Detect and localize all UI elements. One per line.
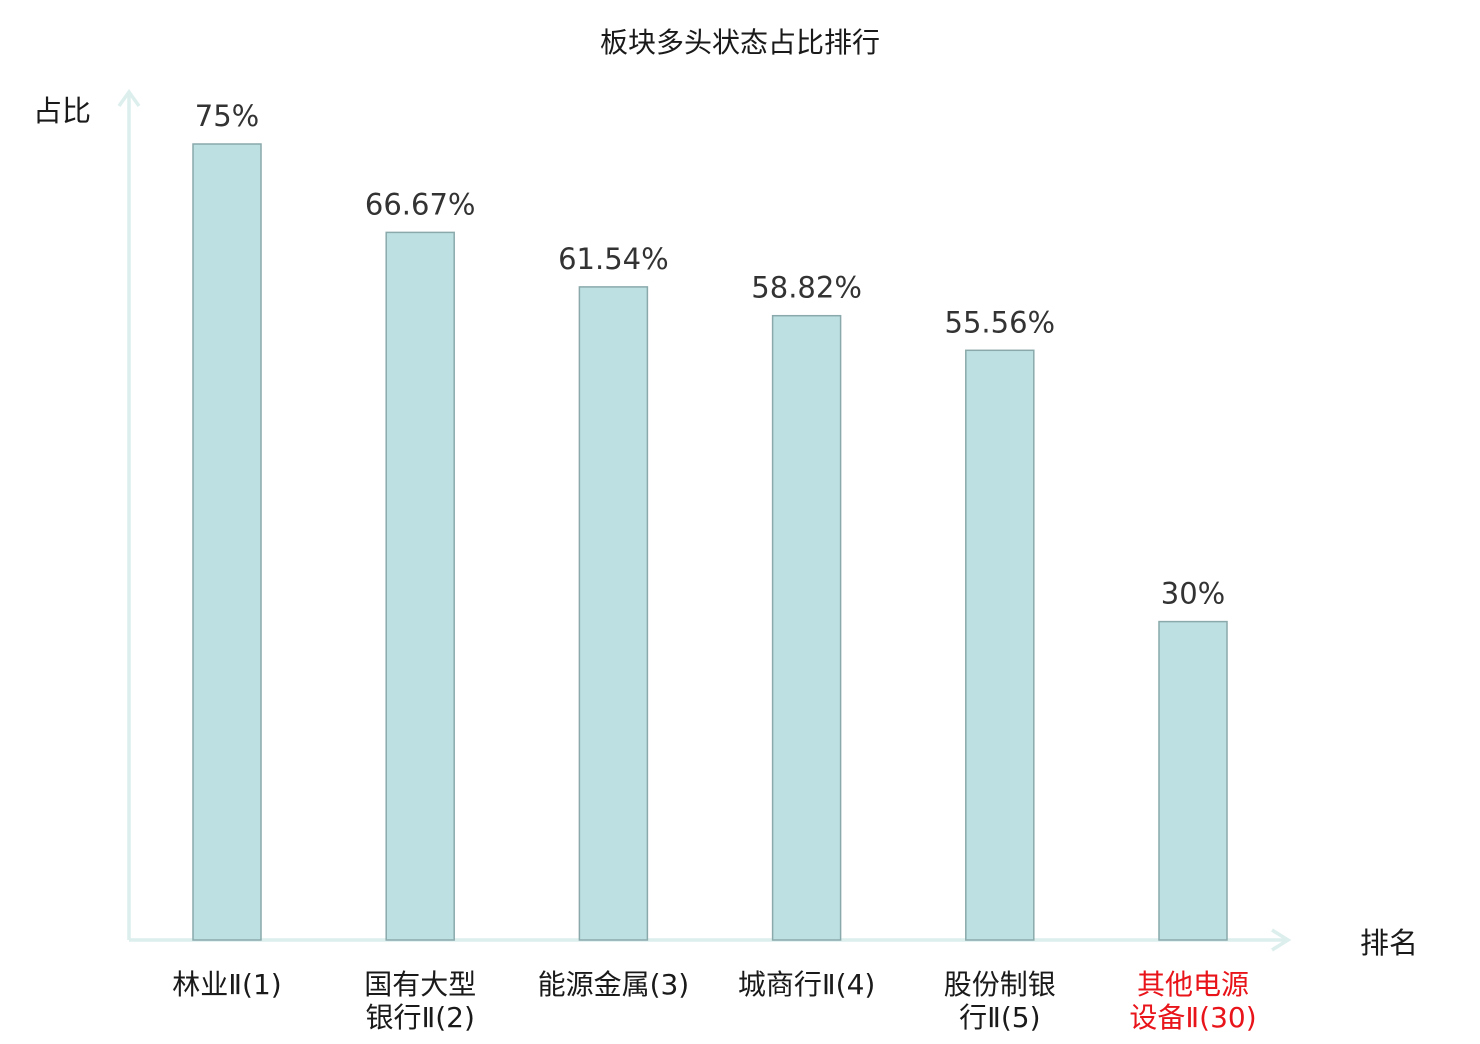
category-label-4: 城商行Ⅱ(4) (738, 968, 875, 1001)
bar-1 (192, 143, 262, 941)
category-label-line: 城商行Ⅱ(4) (738, 968, 875, 1001)
category-label-5: 股份制银行Ⅱ(5) (944, 968, 1056, 1034)
category-label-line: 股份制银 (944, 968, 1056, 1001)
value-label-5: 55.56% (945, 305, 1056, 339)
bar-4 (771, 314, 842, 941)
category-label-line: 能源金属(3) (538, 968, 690, 1001)
category-label-2: 国有大型银行Ⅱ(2) (364, 968, 476, 1034)
category-labels-group: 林业Ⅱ(1) 国有大型银行Ⅱ(2) 能源金属(3) 城商行Ⅱ(4) 股份制银行Ⅱ(5) 其… (172, 968, 1256, 1034)
chart-title: 板块多头状态占比排行 (600, 26, 880, 59)
value-label-6: 30% (1161, 577, 1225, 611)
category-label-line: 林业Ⅱ(1) (172, 968, 281, 1001)
category-label-6: 其他电源设备Ⅱ(30) (1129, 968, 1256, 1034)
x-axis-arrow (1271, 928, 1292, 952)
category-label-3: 能源金属(3) (538, 968, 690, 1001)
category-label-line: 其他电源 (1137, 968, 1249, 1001)
category-label-line: 国有大型 (364, 968, 476, 1001)
y-axis-arrow (117, 88, 141, 108)
bar-2 (385, 231, 455, 941)
category-label-line: 设备Ⅱ(30) (1129, 1001, 1256, 1034)
value-label-4: 58.82% (751, 271, 862, 305)
category-label-line: 银行Ⅱ(2) (365, 1001, 474, 1034)
value-labels-group: 75% 66.67% 61.54% 58.82% 55.56% 30% (195, 99, 1225, 611)
bar-5 (965, 349, 1035, 941)
category-label-line: 行Ⅱ(5) (959, 1001, 1040, 1034)
bar-3 (578, 286, 649, 941)
y-axis-label: 占比 (33, 94, 91, 128)
bar-6 (1158, 620, 1228, 941)
category-label-1: 林业Ⅱ(1) (172, 968, 281, 1001)
value-label-2: 66.67% (365, 187, 476, 221)
value-label-3: 61.54% (558, 242, 669, 276)
axes (117, 88, 1292, 952)
x-axis-label: 排名 (1360, 926, 1418, 960)
value-label-1: 75% (195, 99, 259, 133)
bars-group (192, 143, 1228, 941)
